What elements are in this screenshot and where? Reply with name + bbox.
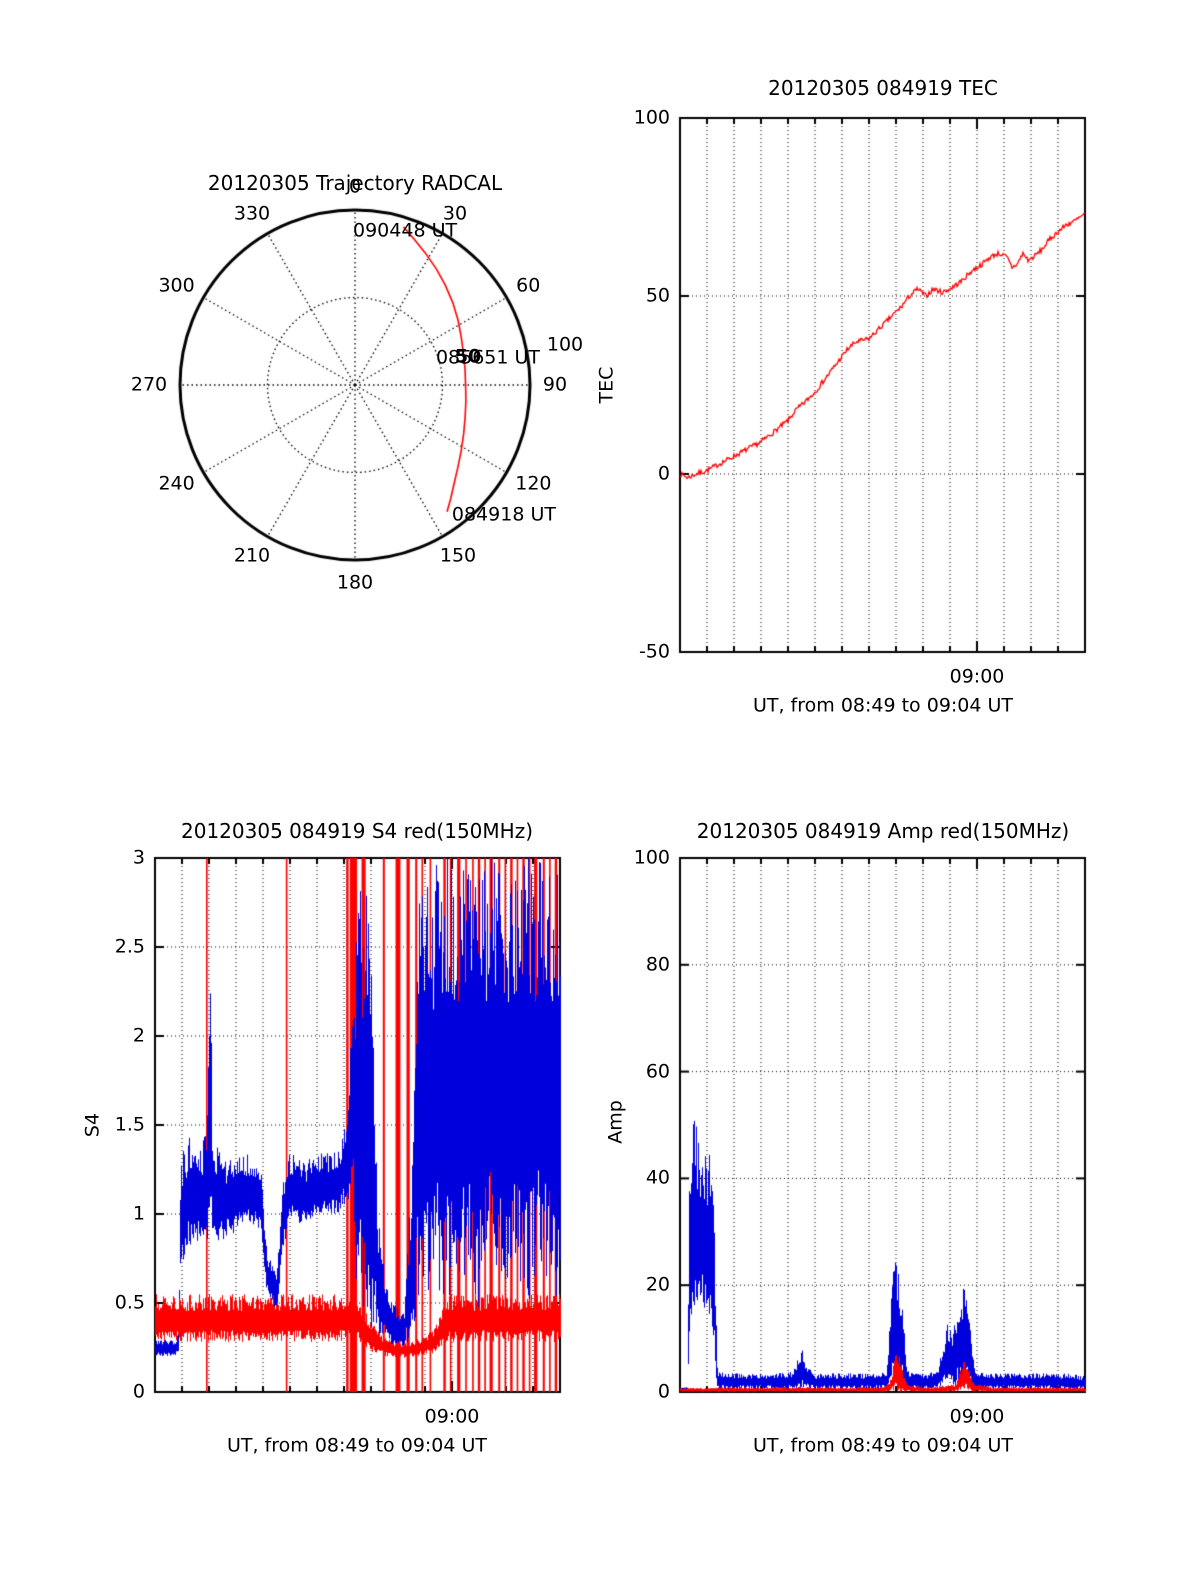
s4-x-tick-label: 09:00	[424, 1405, 480, 1428]
y-tick-label: 3	[132, 846, 145, 869]
s4-y-axis-label: S4	[81, 1112, 104, 1138]
y-tick-label: 1.5	[114, 1113, 145, 1136]
y-tick-label: 100	[633, 846, 670, 869]
azimuth-tick-label: 300	[158, 274, 195, 297]
y-tick-label: 1	[132, 1202, 145, 1225]
azimuth-tick-label: 210	[233, 545, 271, 568]
y-tick-label: 40	[645, 1166, 670, 1189]
y-tick-label: 20	[645, 1273, 670, 1296]
y-tick-label: 80	[645, 953, 670, 976]
trajectory-time-annotation: 090448 UT	[353, 219, 458, 242]
azimuth-tick-label: 180	[336, 571, 374, 594]
azimuth-tick-label: 150	[439, 545, 477, 568]
y-tick-label: 0	[657, 1380, 670, 1403]
azimuth-tick-label: 120	[515, 472, 552, 495]
tec-x-axis-label: UT, from 08:49 to 09:04 UT	[752, 694, 1014, 717]
trajectory-time-annotation: 50	[454, 345, 482, 368]
amp-x-axis-label: UT, from 08:49 to 09:04 UT	[752, 1434, 1014, 1457]
y-tick-label: 2.5	[114, 935, 145, 958]
trajectory-time-annotation: 100	[546, 333, 584, 356]
y-tick-label: 50	[645, 284, 670, 307]
azimuth-tick-label: 60	[516, 274, 541, 297]
azimuth-tick-label: 330	[233, 202, 271, 225]
tec-y-axis-label: TEC	[595, 366, 618, 404]
azimuth-tick-label: 90	[542, 373, 568, 396]
y-tick-label: 0.5	[114, 1291, 145, 1314]
trajectory-time-annotation: 084918 UT	[451, 503, 556, 526]
amp-y-axis-label: Amp	[604, 1100, 627, 1144]
azimuth-tick-label: 270	[130, 373, 168, 396]
azimuth-tick-label: 0	[348, 175, 362, 198]
trajectory-time-annotation: 085651 UT	[435, 346, 541, 369]
y-tick-label: 0	[657, 462, 670, 485]
tec-chart-title: 20120305 084919 TEC	[768, 76, 998, 100]
azimuth-tick-label: 30	[442, 202, 468, 225]
y-tick-label: 100	[633, 106, 670, 129]
s4-x-axis-label: UT, from 08:49 to 09:04 UT	[226, 1434, 488, 1457]
azimuth-tick-label: 240	[158, 472, 195, 495]
s4-chart-title: 20120305 084919 S4 red(150MHz)	[181, 819, 533, 843]
y-tick-label: 60	[645, 1060, 670, 1083]
amp-x-tick-label: 09:00	[949, 1405, 1005, 1428]
y-tick-label: -50	[638, 640, 670, 663]
polar-chart-title: 20120305 Trajectory RADCAL	[207, 171, 503, 195]
amp-chart-title: 20120305 084919 Amp red(150MHz)	[696, 819, 1070, 843]
y-tick-label: 2	[132, 1024, 145, 1047]
tec-x-tick-label: 09:00	[949, 665, 1005, 688]
y-tick-label: 0	[132, 1380, 145, 1403]
